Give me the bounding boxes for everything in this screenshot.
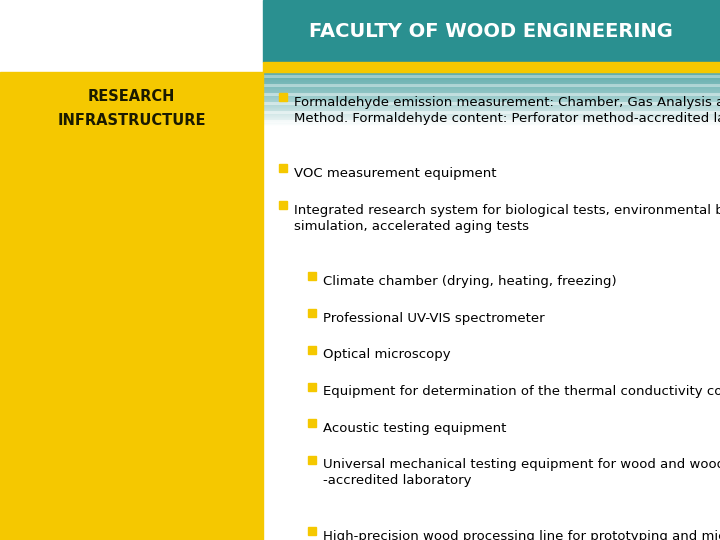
Bar bbox=[263, 78, 720, 79]
Bar bbox=[263, 108, 720, 110]
Bar bbox=[263, 105, 720, 107]
Bar bbox=[263, 111, 720, 112]
Bar bbox=[263, 105, 720, 106]
Text: Equipment for determination of the thermal conductivity coefficient: Equipment for determination of the therm… bbox=[323, 385, 720, 398]
Bar bbox=[263, 118, 720, 119]
Bar bbox=[263, 89, 720, 90]
Bar bbox=[263, 97, 720, 99]
Bar bbox=[0, 72, 263, 540]
Bar bbox=[263, 121, 720, 122]
Bar bbox=[263, 102, 720, 103]
Bar bbox=[263, 81, 720, 83]
Bar bbox=[263, 109, 720, 111]
Text: Optical microscopy: Optical microscopy bbox=[323, 348, 451, 361]
Text: Climate chamber (drying, heating, freezing): Climate chamber (drying, heating, freezi… bbox=[323, 275, 617, 288]
Bar bbox=[263, 74, 720, 76]
Bar bbox=[263, 93, 720, 94]
Bar bbox=[263, 124, 720, 126]
Bar bbox=[263, 97, 720, 98]
Text: RESEARCH: RESEARCH bbox=[88, 89, 175, 104]
Text: INFRASTRUCTURE: INFRASTRUCTURE bbox=[57, 113, 206, 128]
Bar bbox=[263, 86, 720, 87]
Text: Formaldehyde emission measurement: Chamber, Gas Analysis and Flask
Method. Forma: Formaldehyde emission measurement: Chamb… bbox=[294, 96, 720, 125]
Bar bbox=[263, 76, 720, 77]
Bar bbox=[263, 104, 720, 105]
Bar bbox=[263, 124, 720, 125]
Bar bbox=[263, 123, 720, 124]
Bar bbox=[263, 71, 720, 73]
Bar bbox=[263, 92, 720, 93]
Text: VOC measurement equipment: VOC measurement equipment bbox=[294, 167, 497, 180]
Bar bbox=[263, 62, 720, 72]
Bar bbox=[263, 73, 720, 75]
Bar bbox=[263, 101, 720, 103]
Bar bbox=[263, 87, 720, 89]
Bar bbox=[263, 119, 720, 120]
Bar bbox=[263, 117, 720, 119]
Bar bbox=[263, 78, 720, 80]
Bar bbox=[263, 122, 720, 123]
Bar bbox=[263, 86, 720, 88]
Bar bbox=[263, 120, 720, 122]
Text: FACULTY OF WOOD ENGINEERING: FACULTY OF WOOD ENGINEERING bbox=[310, 22, 673, 40]
Bar bbox=[263, 80, 720, 82]
Bar bbox=[263, 90, 720, 92]
Bar bbox=[263, 85, 720, 86]
Bar bbox=[263, 72, 720, 73]
Bar bbox=[263, 89, 720, 91]
Text: Professional UV-VIS spectrometer: Professional UV-VIS spectrometer bbox=[323, 312, 545, 325]
Text: Universal mechanical testing equipment for wood and wood based panels
-accredite: Universal mechanical testing equipment f… bbox=[323, 458, 720, 488]
Bar bbox=[263, 0, 720, 62]
Bar bbox=[263, 83, 720, 84]
Bar bbox=[263, 116, 720, 117]
Bar bbox=[263, 94, 720, 96]
Bar bbox=[263, 91, 720, 92]
Bar bbox=[263, 94, 720, 95]
Bar bbox=[263, 113, 720, 114]
Text: High-precision wood processing line for prototyping and micro-
prototyping, with: High-precision wood processing line for … bbox=[323, 530, 720, 540]
Text: Acoustic testing equipment: Acoustic testing equipment bbox=[323, 422, 507, 435]
Bar bbox=[263, 99, 720, 100]
Bar bbox=[263, 84, 720, 85]
Bar bbox=[263, 82, 720, 84]
Bar bbox=[263, 114, 720, 116]
Bar bbox=[263, 103, 720, 104]
Bar bbox=[263, 77, 720, 78]
Bar bbox=[263, 112, 720, 113]
Bar bbox=[263, 107, 720, 109]
Bar bbox=[263, 100, 720, 102]
Bar bbox=[263, 98, 720, 100]
Bar bbox=[263, 96, 720, 97]
Bar bbox=[263, 79, 720, 81]
Bar bbox=[263, 110, 720, 111]
Text: Integrated research system for biological tests, environmental behavior
simulati: Integrated research system for biologica… bbox=[294, 204, 720, 233]
Bar bbox=[263, 75, 720, 76]
Bar bbox=[263, 106, 720, 108]
Bar bbox=[263, 113, 720, 115]
Bar bbox=[263, 116, 720, 118]
